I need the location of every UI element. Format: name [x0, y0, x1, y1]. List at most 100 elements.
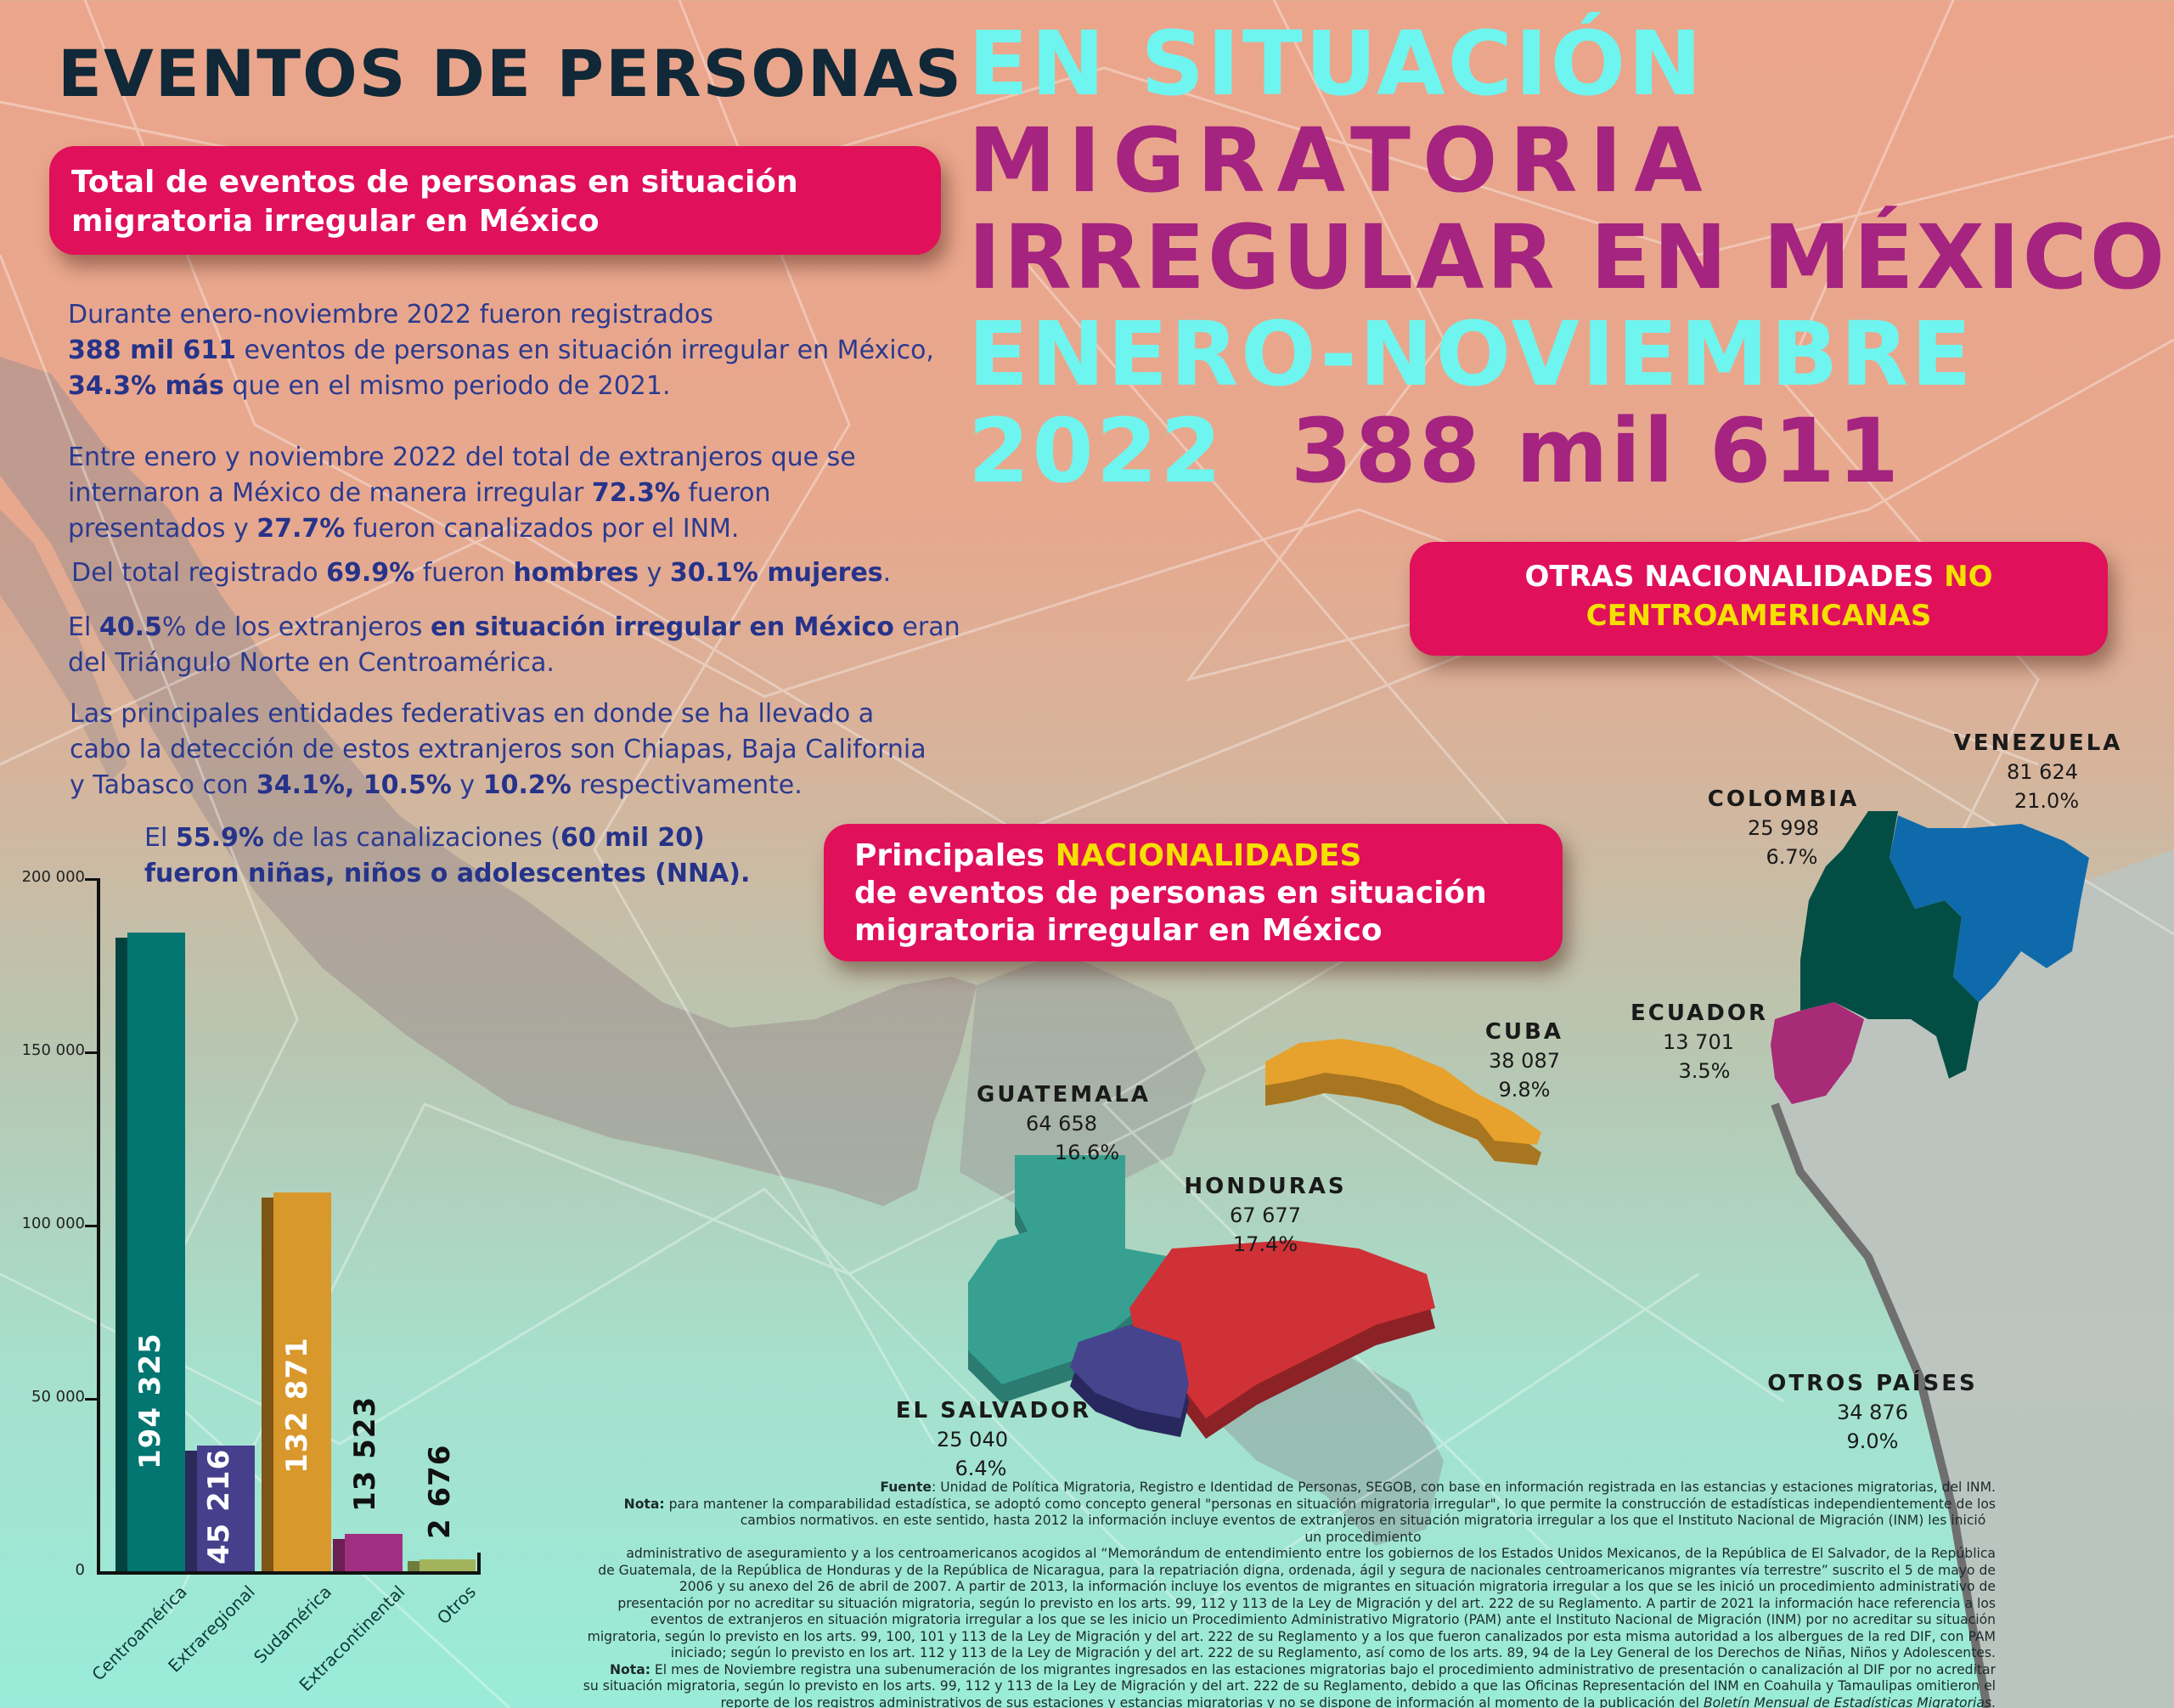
- country-pct: 21.0%: [2013, 789, 2080, 813]
- label-guatemala: GUATEMALA 64 658 16.6%: [977, 1080, 1151, 1167]
- p4-b: % de los extranjeros: [161, 612, 431, 642]
- label-ecuador: ECUADOR 13 701 3.5%: [1630, 999, 1766, 1085]
- ecuador-shape: [1771, 1002, 1864, 1104]
- nota2-label: Nota:: [609, 1661, 651, 1677]
- country-value: 64 658: [1026, 1112, 1097, 1136]
- ytick-label-100000: 100 000: [21, 1215, 85, 1232]
- bar-sudamerica: [262, 1192, 331, 1571]
- otras-line-1: OTRAS NACIONALIDADES NO: [1410, 557, 2108, 596]
- p5-b: y: [451, 770, 483, 800]
- ytick-150000: [85, 1051, 100, 1054]
- country-pct: 17.4%: [1232, 1232, 1298, 1256]
- summary-paragraph-1: Durante enero-noviembre 2022 fueron regi…: [68, 297, 934, 404]
- label-otros-paises: OTROS PAÍSES 34 876 9.0%: [1766, 1369, 1979, 1456]
- x-axis: [97, 1571, 481, 1575]
- source-label: Fuente: [880, 1480, 932, 1495]
- hero-title-line-1: EN SITUACIÓN: [968, 12, 1705, 116]
- country-value: 25 040: [937, 1428, 1008, 1452]
- main-nationalities-banner: Principales NACIONALIDADES de eventos de…: [824, 824, 1563, 961]
- x-axis-end-tick: [477, 1553, 481, 1575]
- p1-line-2: 388 mil 611 eventos de personas en situa…: [68, 333, 934, 369]
- label-venezuela: VENEZUELA 81 624 21.0%: [1945, 729, 2132, 815]
- p3-men: hombres: [513, 558, 639, 588]
- country-value: 38 087: [1489, 1049, 1560, 1073]
- ytick-200000: [85, 878, 100, 881]
- p6-pct: 55.9%: [175, 823, 264, 853]
- hero-title-line-5: 2022 388 mil 611: [968, 403, 2167, 499]
- p3-men-pct: 69.9%: [326, 558, 415, 588]
- p5-pct-3: 10.2%: [482, 770, 572, 800]
- p4-pct: 40.5: [99, 612, 162, 642]
- p2-line-3-a: presentados y: [68, 514, 257, 544]
- p4-c: eran: [893, 612, 960, 642]
- p3-women: 30.1% mujeres: [669, 558, 883, 588]
- country-name: EL SALVADOR: [895, 1398, 1092, 1423]
- p6-line-1: El 55.9% de las canalizaciones (60 mil 2…: [144, 820, 750, 856]
- country-value: 81 624: [2007, 760, 2078, 784]
- otras-white: OTRAS NACIONALIDADES: [1524, 560, 1945, 594]
- venezuela-shape: [1890, 815, 2089, 1002]
- p1-total: 388 mil 611: [68, 335, 236, 365]
- country-value: 25 998: [1748, 816, 1819, 840]
- p6-a: El: [144, 823, 176, 853]
- p2-presented-pct: 72.3%: [591, 478, 680, 508]
- p5-line-1: Las principales entidades federativas en…: [70, 699, 875, 729]
- summary-paragraph-4: El 40.5% de los extranjeros en situación…: [68, 610, 960, 681]
- bar-side: [333, 1539, 346, 1571]
- country-pct: 6.4%: [955, 1457, 1007, 1480]
- country-pct: 16.6%: [1054, 1141, 1120, 1164]
- country-name: ECUADOR: [1630, 1001, 1768, 1026]
- bar-centroamerica: [115, 933, 185, 1571]
- ytick-label-200000: 200 000: [21, 868, 85, 886]
- label-colombia: COLOMBIA 25 998 6.7%: [1698, 785, 1868, 871]
- bar-value-extraregional: 45 216: [202, 1448, 236, 1564]
- p1-line-3: 34.3% más que en el mismo periodo de 202…: [68, 369, 934, 404]
- hero-total: 388 mil 611: [1290, 399, 1902, 503]
- label-cuba: CUBA 38 087 9.8%: [1469, 1017, 1580, 1104]
- bar-front: [127, 933, 185, 1571]
- p2-line-2: internaron a México de manera irregular …: [68, 476, 856, 511]
- footnote-source: Fuente: Unidad de Política Migratoria, R…: [560, 1480, 1996, 1497]
- bar-extraregional: [185, 1446, 255, 1571]
- country-value: 67 677: [1230, 1203, 1301, 1227]
- nota2-text-1: El mes de Noviembre registra una subenum…: [650, 1661, 1996, 1677]
- country-name: VENEZUELA: [1953, 730, 2123, 756]
- bar-side: [262, 1198, 275, 1571]
- country-pct: 3.5%: [1678, 1059, 1731, 1083]
- p4-bold: en situación irregular en México: [430, 612, 894, 642]
- principales-line-3: migratoria irregular en México: [854, 913, 1383, 948]
- label-honduras: HONDURAS 67 677 17.4%: [1180, 1172, 1350, 1259]
- p2-line-2-b: fueron: [679, 478, 771, 508]
- p1-line-2-text: eventos de personas en situación irregul…: [235, 335, 934, 365]
- p4-line-1: El 40.5% de los extranjeros en situación…: [68, 610, 960, 645]
- guatemala-shape: [968, 1155, 1172, 1403]
- bar-front: [273, 1192, 331, 1571]
- bulletin-title: Boletín Mensual de Estadísticas Migrator…: [1703, 1694, 1992, 1708]
- p2-line-1: Entre enero y noviembre 2022 del total d…: [68, 443, 856, 472]
- bar-side: [408, 1561, 421, 1571]
- country-name: COLOMBIA: [1707, 786, 1860, 812]
- hero-title-line-3: IRREGULAR EN MÉXICO: [968, 206, 2168, 309]
- p6-line-2-text: fueron niñas, niños o adolescentes (NNA)…: [144, 859, 751, 888]
- other-nationalities-banner: OTRAS NACIONALIDADES NO CENTROAMERICANAS: [1410, 542, 2108, 656]
- footnote-nota1-line-7: eventos de extranjeros en situación migr…: [650, 1612, 1996, 1627]
- bar-otros: [408, 1559, 476, 1571]
- bar-extracontinental: [333, 1534, 403, 1571]
- bar-front: [420, 1559, 476, 1571]
- country-name: GUATEMALA: [977, 1082, 1151, 1108]
- hero-title: EN SITUACIÓN MIGRATORIA IRREGULAR EN MÉX…: [968, 15, 2167, 499]
- country-name: OTROS PAÍSES: [1767, 1371, 1978, 1396]
- label-el-salvador: EL SALVADOR 25 040 6.4%: [892, 1396, 1095, 1483]
- total-banner-line-2: migratoria irregular en México: [71, 204, 600, 239]
- p3-a: Del total registrado: [71, 558, 327, 588]
- ytick-100000: [85, 1225, 100, 1227]
- otras-yellow-no: NO: [1944, 560, 1993, 594]
- footnote-nota1-line-6: presentación por no acreditar su situaci…: [617, 1595, 1996, 1611]
- yucatan-silhouette: [960, 951, 1206, 1206]
- p5-line-3: y Tabasco con 34.1%, 10.5% y 10.2% respe…: [70, 768, 926, 803]
- bar-value-otros: 2 676: [423, 1444, 457, 1539]
- country-pct: 6.7%: [1766, 845, 1818, 869]
- p3-e: .: [882, 558, 892, 588]
- honduras-shape: [1129, 1240, 1435, 1439]
- footnote-nota2-line-2: su situación migratoria, según lo previs…: [583, 1678, 1996, 1694]
